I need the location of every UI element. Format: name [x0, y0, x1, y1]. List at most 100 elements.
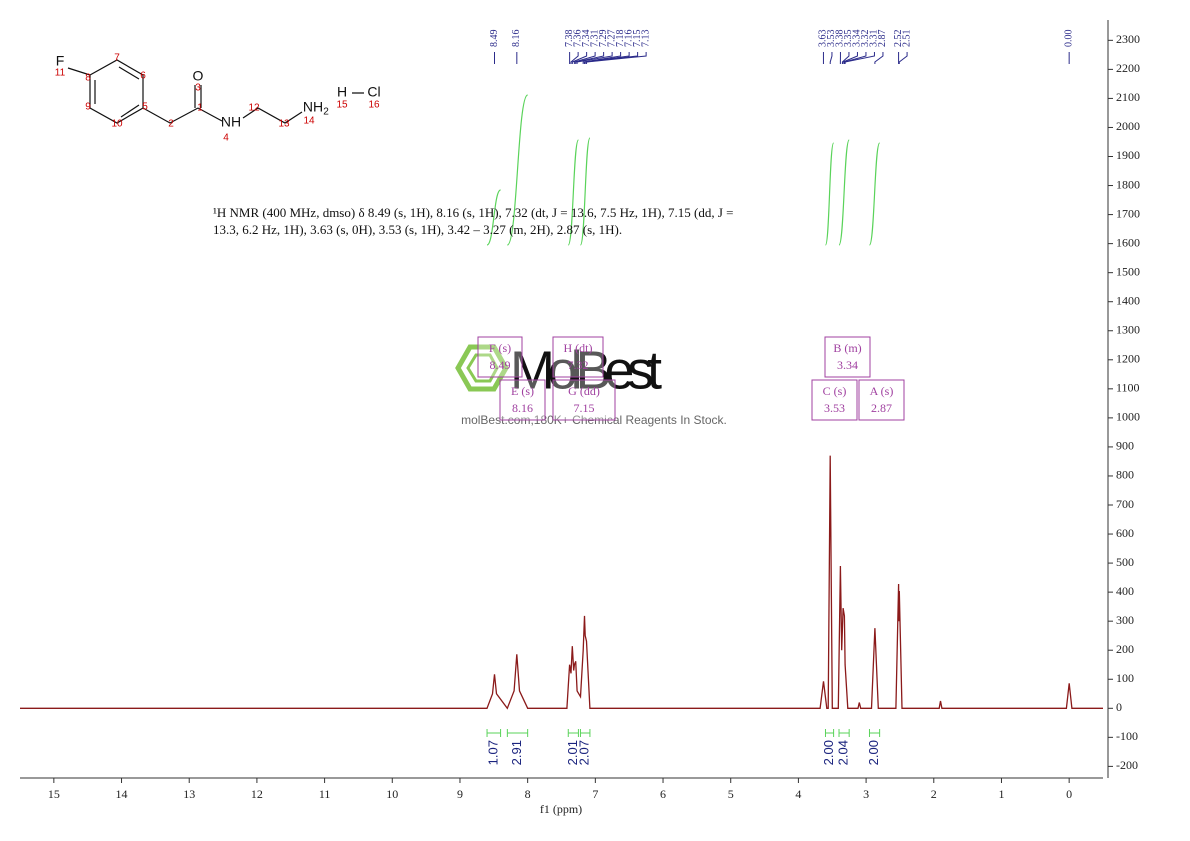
x-tick-label: 13 [183, 787, 195, 801]
peak-label: 3.63 [818, 30, 829, 48]
multiplet-box [499, 379, 546, 421]
peak-label: 7.38 [564, 30, 575, 48]
x-tick-label: 6 [660, 787, 666, 801]
atom-label: 14 [303, 116, 315, 127]
atom-label: 5 [142, 102, 148, 113]
atom-label: 8 [85, 73, 91, 84]
y-tick-label: 1200 [1116, 352, 1140, 366]
y-tick-label: 300 [1116, 613, 1134, 627]
atom-label: 7 [114, 53, 120, 64]
x-tick-label: 5 [728, 787, 734, 801]
integral-curve [838, 139, 850, 246]
x-tick-label: 10 [386, 787, 398, 801]
peak-connector [575, 52, 605, 64]
integral-label: 2.01 [565, 740, 580, 765]
y-tick-label: 1100 [1116, 381, 1140, 395]
atom-label: 11 [55, 68, 66, 79]
atom-label: 16 [368, 100, 380, 111]
nmr-description: ¹H NMR (400 MHz, dmso) δ 8.49 (s, 1H), 8… [213, 205, 734, 237]
peak-label: 7.29 [598, 30, 609, 48]
integral-label: 2.04 [836, 740, 851, 765]
x-tick-label: 4 [795, 787, 801, 801]
peak-label: 3.38 [835, 30, 846, 48]
integral-curve [567, 139, 580, 246]
peak-label: 3.35 [843, 30, 854, 48]
atom-label: Cl [367, 84, 380, 100]
peak-label: 2.52 [893, 30, 904, 48]
y-tick-label: 700 [1116, 497, 1134, 511]
atom-label: 13 [278, 119, 290, 130]
peak-connector [829, 52, 833, 64]
integral-label: 2.00 [866, 740, 881, 765]
x-tick-label: 3 [863, 787, 869, 801]
integral-curve [868, 142, 881, 246]
multiplet-box [858, 379, 905, 421]
y-tick-label: 600 [1116, 526, 1134, 540]
integral-bracket [838, 729, 850, 737]
integral-bracket [567, 729, 579, 737]
y-tick-label: 1400 [1116, 293, 1140, 307]
multiplet-shift: 2.87 [871, 401, 892, 415]
y-tick-label: 2100 [1116, 90, 1140, 104]
x-tick-label: 2 [931, 787, 937, 801]
peak-label: 7.27 [606, 30, 617, 48]
atom-label: 9 [85, 102, 91, 113]
atom-label: 15 [336, 100, 348, 111]
peak-connector [841, 52, 850, 64]
multiplet-label: B (m) [833, 341, 861, 355]
integral-label: 2.07 [577, 740, 592, 765]
multiplet-label: G (dd) [568, 384, 600, 398]
multiplet-label: E (s) [511, 384, 534, 398]
atom-label: 10 [111, 119, 123, 130]
atom-label: NH [221, 114, 241, 130]
multiplet-label: F (s) [489, 341, 511, 355]
x-tick-label: 8 [525, 787, 531, 801]
x-axis-label: f1 (ppm) [540, 802, 582, 816]
peak-connector [844, 52, 875, 64]
x-tick-label: 14 [116, 787, 128, 801]
atom-label: 1 [197, 103, 203, 114]
peak-connector [576, 52, 613, 64]
multiplet-label: C (s) [823, 384, 847, 398]
peak-connector [842, 52, 858, 64]
peak-label: 7.31 [589, 30, 600, 48]
peak-label: 7.18 [615, 30, 626, 48]
y-tick-label: -100 [1116, 729, 1138, 743]
multiplet-shift: 3.34 [837, 358, 858, 372]
integral-bracket [579, 729, 591, 737]
atom-label: 12 [248, 103, 260, 114]
multiplet-shift: 7.15 [574, 401, 595, 415]
peak-label: 2.87 [877, 30, 888, 48]
peak-connector [843, 52, 867, 64]
y-tick-label: 1900 [1116, 148, 1140, 162]
logo [455, 344, 509, 392]
peak-connector [584, 52, 630, 64]
integral-label: 2.91 [509, 740, 524, 765]
x-tick-label: 7 [592, 787, 598, 801]
peak-label: 0.00 [1063, 30, 1074, 48]
multiplet-shift: 8.49 [490, 358, 511, 372]
multiplet-box [552, 336, 604, 378]
x-tick-label: 9 [457, 787, 463, 801]
y-tick-label: 1300 [1116, 323, 1140, 337]
atom-label: 2 [323, 107, 329, 118]
peak-connector [586, 52, 647, 64]
peak-label: 7.15 [632, 30, 643, 48]
y-tick-label: 800 [1116, 468, 1134, 482]
multiplet-box [477, 336, 523, 378]
peak-connector [571, 52, 588, 64]
x-tick-label: 0 [1066, 787, 1072, 801]
y-tick-label: 0 [1116, 700, 1122, 714]
y-tick-label: 2000 [1116, 119, 1140, 133]
x-tick-label: 15 [48, 787, 60, 801]
y-tick-label: 900 [1116, 439, 1134, 453]
peak-connector [573, 52, 596, 64]
peak-label: 7.13 [640, 30, 651, 48]
spectrum-line [20, 455, 1103, 710]
peak-label: 7.36 [572, 30, 583, 48]
logo-inner [466, 353, 499, 383]
y-tick-label: 100 [1116, 671, 1134, 685]
integral-bracket [868, 729, 881, 737]
